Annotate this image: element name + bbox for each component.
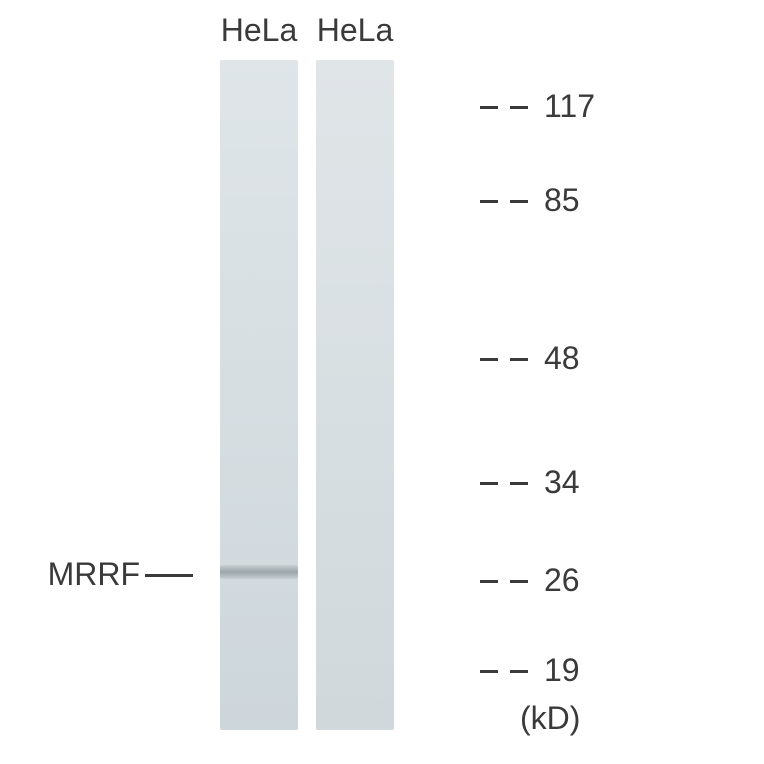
marker-label-1: 85 <box>544 182 580 219</box>
marker-tick-left-2 <box>480 358 498 361</box>
marker-tick-right-2 <box>510 358 528 361</box>
marker-label-4: 26 <box>544 562 580 599</box>
marker-tick-right-5 <box>510 670 528 673</box>
marker-tick-right-3 <box>510 482 528 485</box>
lane-header-0: HeLa <box>210 12 308 49</box>
protein-label-text: MRRF <box>48 556 140 592</box>
protein-label-dash <box>145 574 193 577</box>
marker-label-5: 19 <box>544 652 580 689</box>
marker-label-0: 117 <box>544 88 595 125</box>
western-blot-figure: HeLaHeLa MRRF 117 85 48 34 26 19 (kD) <box>0 0 764 764</box>
marker-label-3: 34 <box>544 464 580 501</box>
marker-tick-left-4 <box>480 580 498 583</box>
marker-tick-left-5 <box>480 670 498 673</box>
unit-label: (kD) <box>520 700 580 737</box>
marker-tick-left-1 <box>480 200 498 203</box>
marker-label-2: 48 <box>544 340 580 377</box>
lane-0 <box>220 60 298 730</box>
marker-tick-right-4 <box>510 580 528 583</box>
marker-tick-right-0 <box>510 106 528 109</box>
marker-tick-left-0 <box>480 106 498 109</box>
protein-label: MRRF <box>20 556 140 593</box>
unit-label-text: (kD) <box>520 700 580 736</box>
marker-tick-right-1 <box>510 200 528 203</box>
marker-tick-left-3 <box>480 482 498 485</box>
lane-header-1: HeLa <box>306 12 404 49</box>
lane-1 <box>316 60 394 730</box>
band-0-0 <box>220 565 298 579</box>
